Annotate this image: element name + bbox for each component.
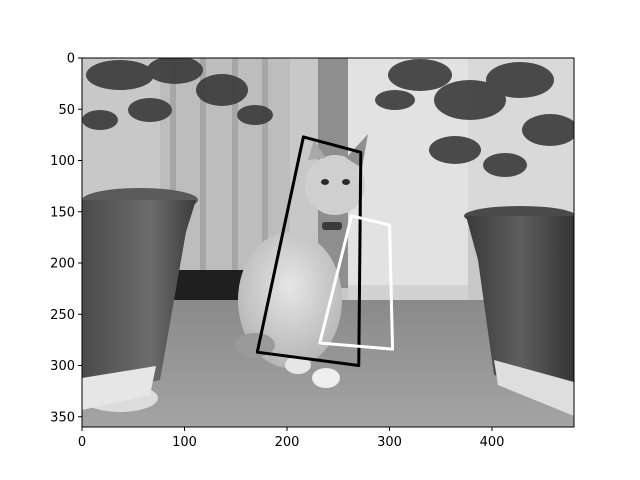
x-axis: 0 100 200 300 400 <box>78 427 505 450</box>
x-tick-label: 300 <box>377 435 402 450</box>
x-tick-label: 0 <box>78 435 86 450</box>
white-quadrilateral <box>318 214 395 351</box>
y-tick-label: 0 <box>67 52 75 67</box>
y-tick-label: 200 <box>50 257 75 272</box>
left-flower-pot <box>82 188 198 412</box>
x-tick-label: 400 <box>480 435 505 450</box>
foliage <box>82 58 574 177</box>
y-tick-label: 300 <box>50 359 75 374</box>
black-quadrilateral <box>255 135 363 367</box>
cat <box>235 134 368 388</box>
right-flower-pot <box>464 206 574 416</box>
y-tick-label: 50 <box>58 103 75 118</box>
y-tick-label: 250 <box>50 308 75 323</box>
axes-frame <box>81 57 575 428</box>
y-tick-label: 150 <box>50 205 75 220</box>
y-tick-label: 100 <box>50 154 75 169</box>
y-axis: 0 50 100 150 200 250 300 350 <box>50 52 82 425</box>
x-tick-label: 200 <box>275 435 300 450</box>
x-tick-label: 100 <box>172 435 197 450</box>
overlay-layer <box>255 135 395 367</box>
y-tick-label: 350 <box>50 410 75 425</box>
photo <box>82 58 574 427</box>
